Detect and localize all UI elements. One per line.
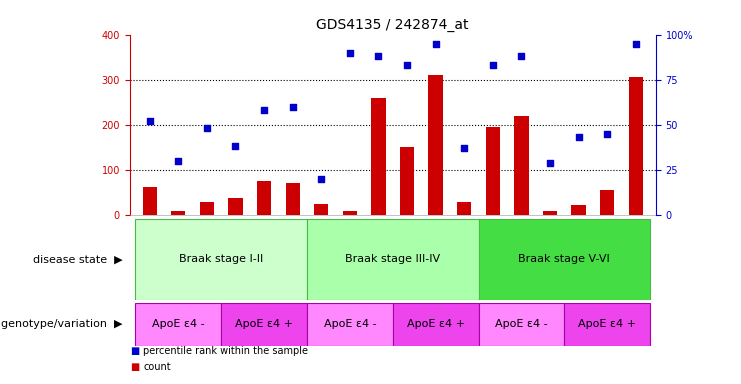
- Point: [487, 62, 499, 68]
- Bar: [628, 78, 643, 215]
- Point: [201, 125, 213, 131]
- Text: ApoE ε4 -: ApoE ε4 -: [495, 319, 548, 329]
- Bar: [371, 98, 385, 215]
- Point: [316, 176, 328, 182]
- Bar: [400, 147, 414, 215]
- Point: [373, 53, 385, 59]
- Bar: [543, 210, 557, 215]
- Text: count: count: [143, 362, 170, 372]
- Bar: [228, 198, 242, 215]
- Bar: [307, 219, 479, 300]
- Bar: [221, 303, 307, 346]
- Bar: [479, 219, 650, 300]
- Point: [573, 134, 585, 141]
- Bar: [136, 219, 307, 300]
- Bar: [307, 303, 393, 346]
- Point: [258, 107, 270, 113]
- Bar: [136, 303, 221, 346]
- Text: percentile rank within the sample: percentile rank within the sample: [143, 346, 308, 356]
- Point: [516, 53, 528, 59]
- Point: [344, 50, 356, 56]
- Point: [430, 41, 442, 47]
- Bar: [571, 205, 585, 215]
- Bar: [171, 210, 185, 215]
- Point: [601, 131, 613, 137]
- Point: [287, 104, 299, 110]
- Point: [173, 158, 185, 164]
- Title: GDS4135 / 242874_at: GDS4135 / 242874_at: [316, 18, 469, 32]
- Bar: [257, 181, 271, 215]
- Text: ApoE ε4 -: ApoE ε4 -: [152, 319, 205, 329]
- Text: ApoE ε4 +: ApoE ε4 +: [235, 319, 293, 329]
- Bar: [428, 75, 443, 215]
- Text: Braak stage I-II: Braak stage I-II: [179, 254, 263, 264]
- Text: ApoE ε4 +: ApoE ε4 +: [407, 319, 465, 329]
- Bar: [285, 182, 300, 215]
- Bar: [457, 202, 471, 215]
- Bar: [485, 127, 500, 215]
- Bar: [314, 204, 328, 215]
- Bar: [514, 116, 528, 215]
- Bar: [342, 212, 357, 215]
- Text: genotype/variation  ▶: genotype/variation ▶: [1, 319, 122, 329]
- Point: [630, 41, 642, 47]
- Bar: [393, 303, 479, 346]
- Point: [230, 143, 242, 149]
- Bar: [479, 303, 565, 346]
- Point: [544, 160, 556, 166]
- Text: ■: ■: [130, 362, 139, 372]
- Text: disease state  ▶: disease state ▶: [33, 254, 122, 264]
- Bar: [200, 202, 214, 215]
- Point: [458, 145, 470, 151]
- Text: Braak stage III-IV: Braak stage III-IV: [345, 254, 440, 264]
- Point: [401, 62, 413, 68]
- Text: ApoE ε4 +: ApoE ε4 +: [578, 319, 637, 329]
- Text: ApoE ε4 -: ApoE ε4 -: [324, 319, 376, 329]
- Bar: [600, 190, 614, 215]
- Bar: [142, 187, 157, 215]
- Text: ■: ■: [130, 346, 139, 356]
- Point: [144, 118, 156, 124]
- Text: Braak stage V-VI: Braak stage V-VI: [519, 254, 610, 264]
- Bar: [565, 303, 650, 346]
